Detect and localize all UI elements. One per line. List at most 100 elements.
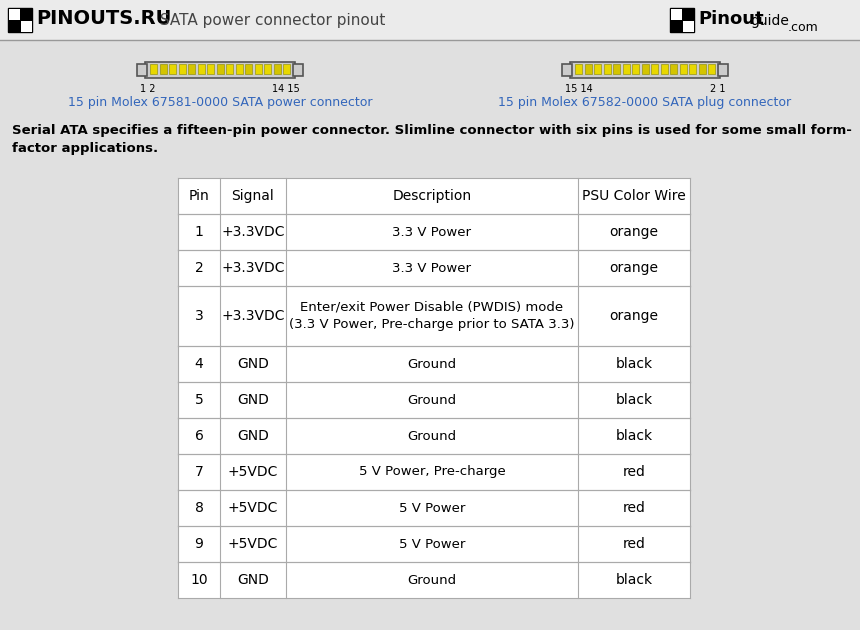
Text: black: black <box>616 393 653 407</box>
Text: black: black <box>616 573 653 587</box>
Bar <box>570 62 720 78</box>
Bar <box>236 64 243 74</box>
Text: orange: orange <box>610 309 659 323</box>
Text: guide: guide <box>750 14 789 28</box>
Bar <box>683 21 694 32</box>
Bar <box>642 64 648 74</box>
Text: +5VDC: +5VDC <box>228 465 278 479</box>
Text: GND: GND <box>237 393 269 407</box>
Bar <box>660 64 667 74</box>
Bar <box>150 64 157 74</box>
Bar <box>594 64 601 74</box>
Text: orange: orange <box>610 225 659 239</box>
Text: GND: GND <box>237 573 269 587</box>
Text: +3.3VDC: +3.3VDC <box>221 309 285 323</box>
Text: 6: 6 <box>194 429 204 443</box>
Bar <box>575 64 582 74</box>
Text: +5VDC: +5VDC <box>228 537 278 551</box>
Text: 5: 5 <box>194 393 203 407</box>
Bar <box>670 64 677 74</box>
Bar <box>217 64 224 74</box>
Text: black: black <box>616 357 653 371</box>
Text: Enter/exit Power Disable (PWDIS) mode
(3.3 V Power, Pre-charge prior to SATA 3.3: Enter/exit Power Disable (PWDIS) mode (3… <box>289 301 574 331</box>
Bar <box>273 64 280 74</box>
Bar <box>178 454 690 490</box>
Text: Ground: Ground <box>408 573 457 587</box>
Text: 5 V Power, Pre-charge: 5 V Power, Pre-charge <box>359 466 506 479</box>
Text: 15 14: 15 14 <box>565 84 593 94</box>
Bar <box>604 64 611 74</box>
Text: 2: 2 <box>194 261 203 275</box>
Text: GND: GND <box>237 357 269 371</box>
Text: 5 V Power: 5 V Power <box>399 537 465 551</box>
Text: 7: 7 <box>194 465 203 479</box>
Bar <box>179 64 186 74</box>
Text: +3.3VDC: +3.3VDC <box>221 261 285 275</box>
Bar <box>159 64 167 74</box>
Text: Signal: Signal <box>231 189 274 203</box>
Bar <box>178 286 690 346</box>
Bar <box>679 64 686 74</box>
Text: 8: 8 <box>194 501 204 515</box>
Bar <box>623 64 630 74</box>
Text: red: red <box>623 537 646 551</box>
Text: Description: Description <box>392 189 471 203</box>
Bar <box>683 9 694 20</box>
Bar <box>698 64 705 74</box>
Text: +3.3VDC: +3.3VDC <box>221 225 285 239</box>
Text: orange: orange <box>610 261 659 275</box>
Bar <box>178 526 690 562</box>
Text: 1 2: 1 2 <box>140 84 156 94</box>
Bar <box>21 9 32 20</box>
Bar <box>178 250 690 286</box>
Text: PINOUTS.RU: PINOUTS.RU <box>36 9 171 28</box>
Bar <box>293 64 303 76</box>
Bar <box>651 64 658 74</box>
Text: red: red <box>623 501 646 515</box>
Text: 9: 9 <box>194 537 204 551</box>
Bar <box>562 64 572 76</box>
Bar <box>0 0 860 40</box>
Bar <box>178 178 690 214</box>
Text: red: red <box>623 465 646 479</box>
Bar <box>671 21 682 32</box>
Text: Pinout: Pinout <box>698 10 764 28</box>
Bar <box>188 64 195 74</box>
Text: Ground: Ground <box>408 430 457 442</box>
Bar <box>264 64 271 74</box>
Bar <box>255 64 261 74</box>
Bar <box>178 562 690 598</box>
Bar <box>670 8 694 32</box>
Text: 4: 4 <box>194 357 203 371</box>
Bar <box>632 64 639 74</box>
Text: Serial ATA specifies a fifteen-pin power connector. Slimline connector with six : Serial ATA specifies a fifteen-pin power… <box>12 124 852 137</box>
Text: 2 1: 2 1 <box>710 84 725 94</box>
Bar <box>8 8 32 32</box>
Bar <box>9 21 20 32</box>
Text: SATA power connector pinout: SATA power connector pinout <box>155 13 385 28</box>
Text: 14 15: 14 15 <box>273 84 300 94</box>
Text: 1: 1 <box>194 225 204 239</box>
Text: 15 pin Molex 67582-0000 SATA plug connector: 15 pin Molex 67582-0000 SATA plug connec… <box>499 96 791 109</box>
Bar <box>226 64 233 74</box>
Text: Pin: Pin <box>188 189 209 203</box>
Text: Ground: Ground <box>408 357 457 370</box>
Bar <box>245 64 252 74</box>
Bar <box>708 64 715 74</box>
Text: +5VDC: +5VDC <box>228 501 278 515</box>
Text: 5 V Power: 5 V Power <box>399 501 465 515</box>
Bar <box>178 382 690 418</box>
Text: black: black <box>616 429 653 443</box>
Bar <box>689 64 696 74</box>
Text: 15 pin Molex 67581-0000 SATA power connector: 15 pin Molex 67581-0000 SATA power conne… <box>68 96 372 109</box>
Text: 3: 3 <box>194 309 203 323</box>
Bar <box>178 346 690 382</box>
Bar <box>145 62 295 78</box>
Bar <box>198 64 205 74</box>
Bar <box>21 21 32 32</box>
Bar <box>178 214 690 250</box>
Bar <box>613 64 620 74</box>
Bar <box>178 418 690 454</box>
Text: GND: GND <box>237 429 269 443</box>
Bar <box>178 490 690 526</box>
